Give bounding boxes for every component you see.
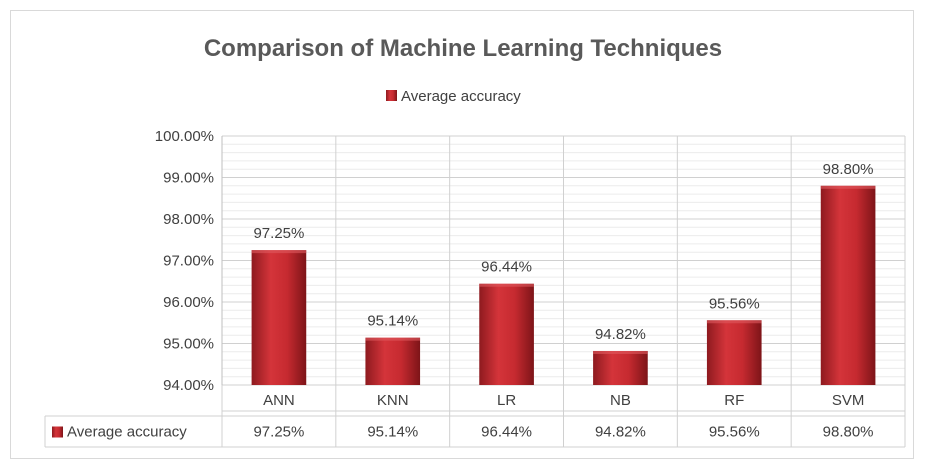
category-label-rf: RF xyxy=(724,392,744,409)
table-cell-ann: 97.25% xyxy=(253,424,304,441)
bar-chart: Comparison of Machine Learning Technique… xyxy=(44,35,906,448)
data-label-rf: 95.56% xyxy=(709,295,760,312)
bar-lr xyxy=(479,283,534,385)
data-label-ann: 97.25% xyxy=(253,225,304,242)
y-tick-label: 97.00% xyxy=(163,253,214,270)
bar-nb xyxy=(593,350,648,385)
y-axis-ticks: 94.00% 95.00% 96.00% 97.00% 98.00% 99.00% 100.… xyxy=(155,128,214,394)
bar-top-highlight xyxy=(593,350,648,354)
y-tick-label: 95.00% xyxy=(163,336,214,353)
bar-top-highlight xyxy=(365,337,421,341)
legend-swatch xyxy=(386,90,397,101)
data-label-lr: 96.44% xyxy=(481,259,532,276)
category-label-lr: LR xyxy=(497,392,516,409)
bar-top-highlight xyxy=(479,283,534,287)
y-tick-label: 96.00% xyxy=(163,294,214,311)
y-tick-label: 94.00% xyxy=(163,377,214,394)
bar-top-highlight xyxy=(706,320,762,324)
y-tick-label: 100.00% xyxy=(155,128,214,145)
y-tick-label: 98.00% xyxy=(163,211,214,228)
bar-rf xyxy=(706,320,762,385)
gridlines xyxy=(221,135,906,447)
table-cell-lr: 96.44% xyxy=(481,424,532,441)
data-label-knn: 95.14% xyxy=(367,313,418,330)
data-label-svm: 98.80% xyxy=(823,161,874,178)
bars xyxy=(251,185,876,385)
table-cell-nb: 94.82% xyxy=(595,424,646,441)
category-label-svm: SVM xyxy=(832,392,865,409)
category-label-nb: NB xyxy=(610,392,631,409)
data-table: Average accuracy 97.25% 95.14% 96.44% 94.82%… xyxy=(44,410,905,448)
bar-ann xyxy=(251,250,307,385)
data-labels: 97.25% 95.14% 96.44% 94.82% 95.56% 98.80% xyxy=(253,161,873,343)
legend-label: Average accuracy xyxy=(401,88,521,105)
bar-svm xyxy=(820,185,876,385)
chart-frame: Comparison of Machine Learning Technique… xyxy=(10,10,914,459)
data-label-nb: 94.82% xyxy=(595,326,646,343)
category-label-ann: ANN xyxy=(263,392,295,409)
category-label-knn: KNN xyxy=(377,392,409,409)
table-legend-swatch xyxy=(52,426,63,438)
bar-top-highlight xyxy=(251,250,307,254)
bar-knn xyxy=(365,337,421,385)
y-tick-label: 99.00% xyxy=(163,170,214,187)
category-labels: ANN KNN LR NB RF SVM xyxy=(263,392,864,409)
bar-top-highlight xyxy=(820,185,876,189)
chart-title: Comparison of Machine Learning Technique… xyxy=(204,35,722,62)
table-cell-svm: 98.80% xyxy=(823,424,874,441)
table-series-name: Average accuracy xyxy=(67,424,187,441)
table-cell-rf: 95.56% xyxy=(709,424,760,441)
table-cell-knn: 95.14% xyxy=(367,424,418,441)
legend: Average accuracy xyxy=(386,88,521,105)
